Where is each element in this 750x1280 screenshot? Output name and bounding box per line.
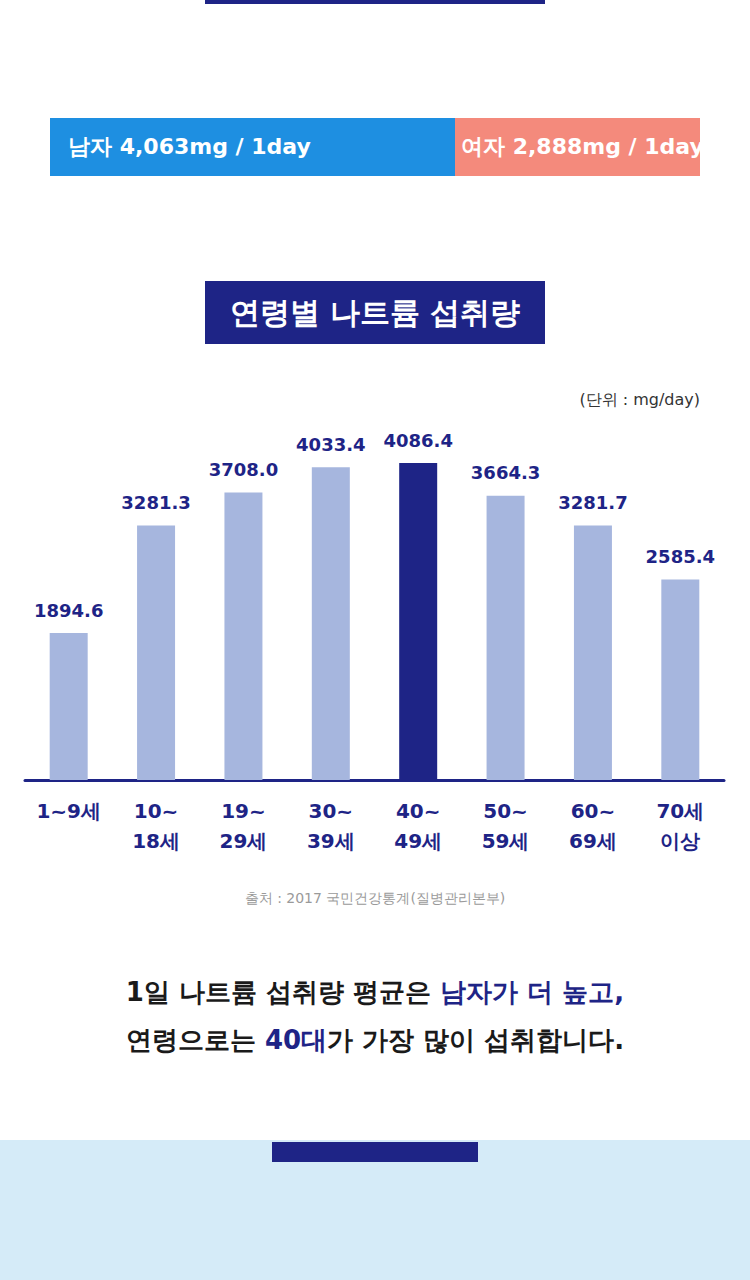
html-text:여자 2,888mg / 1day: 여자 2,888mg / 1day xyxy=(461,134,704,159)
svg-text:3281.7: 3281.7 xyxy=(558,492,627,513)
html-text:(단위 : mg/day): (단위 : mg/day) xyxy=(579,390,700,409)
svg-text:3281.3: 3281.3 xyxy=(121,492,190,513)
svg-text:60~: 60~ xyxy=(571,799,616,823)
html-text:1일 나트륨 섭취량 평균은남자가 더 높고,: 1일 나트륨 섭취량 평균은남자가 더 높고, xyxy=(125,977,625,1007)
svg-text:70세: 70세 xyxy=(656,799,704,823)
svg-text:1894.6: 1894.6 xyxy=(34,600,103,621)
html-text:연령으로는40대가 가장 많이 섭취합니다.: 연령으로는40대가 가장 많이 섭취합니다. xyxy=(125,1025,625,1055)
svg-text:4086.4: 4086.4 xyxy=(383,430,452,451)
svg-text:18세: 18세 xyxy=(132,829,180,853)
svg-text:69세: 69세 xyxy=(569,829,617,853)
svg-text:3708.0: 3708.0 xyxy=(209,459,278,480)
svg-text:2585.4: 2585.4 xyxy=(646,546,715,567)
svg-text:50~: 50~ xyxy=(483,799,528,823)
svg-text:49세: 49세 xyxy=(394,829,442,853)
html-text:남자 4,063mg / 1day: 남자 4,063mg / 1day xyxy=(68,134,311,159)
svg-text:이상: 이상 xyxy=(660,829,700,853)
svg-text:40~: 40~ xyxy=(396,799,441,823)
svg-text:30~: 30~ xyxy=(309,799,354,823)
svg-text:4033.4: 4033.4 xyxy=(296,434,365,455)
svg-text:39세: 39세 xyxy=(307,829,355,853)
html-text:출처 : 2017 국민건강통계(질병관리본부): 출처 : 2017 국민건강통계(질병관리본부) xyxy=(244,890,506,906)
svg-text:29세: 29세 xyxy=(220,829,268,853)
svg-text:3664.3: 3664.3 xyxy=(471,462,540,483)
svg-text:10~: 10~ xyxy=(134,799,179,823)
html-text:연령별 나트륨 섭취량: 연령별 나트륨 섭취량 xyxy=(229,295,521,330)
svg-text:19~: 19~ xyxy=(221,799,266,823)
svg-text:59세: 59세 xyxy=(482,829,530,853)
svg-text:1~9세: 1~9세 xyxy=(36,799,101,823)
